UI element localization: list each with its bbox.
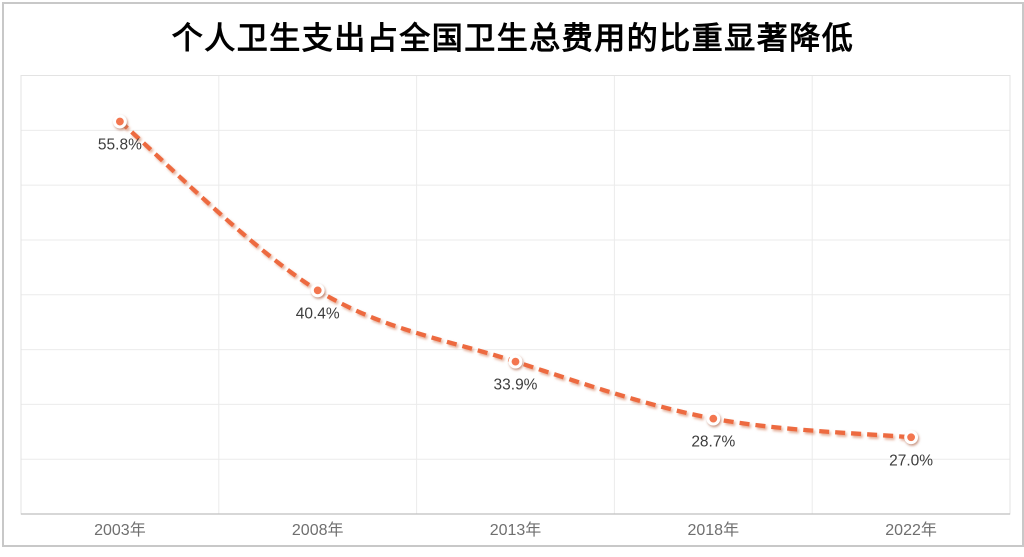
data-point-marker	[904, 430, 918, 445]
x-axis-label: 2003年	[94, 521, 146, 539]
chart-frame: 个人卫生支出占全国卫生总费用的比重显著降低 55.8% 2003年 40.4% 200…	[2, 2, 1024, 547]
x-axis-label: 2022年	[885, 521, 937, 539]
data-point-marker	[310, 283, 325, 298]
data-point-label: 55.8%	[98, 137, 142, 154]
x-axis-label: 2018年	[687, 521, 739, 539]
data-point-marker	[706, 411, 721, 426]
data-point-marker	[113, 114, 127, 129]
chart-title: 个人卫生支出占全国卫生总费用的比重显著降低	[171, 21, 855, 56]
data-point-label: 28.7%	[691, 434, 735, 451]
x-axis-label: 2013年	[490, 521, 542, 539]
line-chart: 55.8% 2003年 40.4% 2008年 33.9% 2013年 28.7% 2018年…	[20, 75, 1011, 539]
data-point-label: 27.0%	[889, 452, 933, 469]
data-point-marker	[508, 354, 523, 369]
x-axis-label: 2008年	[292, 521, 344, 539]
data-point-label: 40.4%	[296, 305, 340, 322]
data-point-label: 33.9%	[494, 377, 538, 394]
